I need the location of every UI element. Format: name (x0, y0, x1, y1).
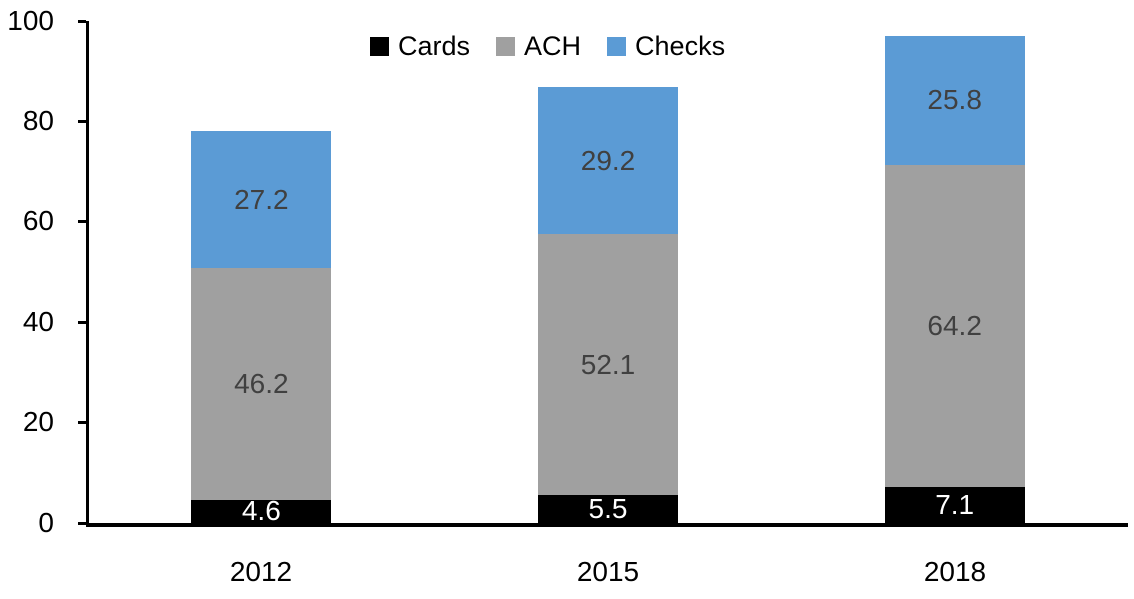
y-tick-label: 60 (22, 205, 54, 236)
y-tick (78, 220, 86, 223)
y-tick-label: 40 (22, 306, 54, 337)
chart-legend: Cards ACH Checks (370, 33, 725, 60)
legend-item-checks: Checks (607, 33, 725, 60)
y-tick (78, 120, 86, 123)
bar-segment-checks-2012 (191, 131, 332, 268)
legend-swatch-ach-icon (496, 37, 516, 56)
x-axis-line (86, 523, 1128, 527)
bar-segment-checks-2015 (538, 87, 678, 234)
legend-item-cards: Cards (370, 33, 470, 60)
bar-segment-ach-2015 (538, 233, 678, 496)
x-tick-label-2018: 2018 (923, 556, 987, 587)
legend-label-cards: Cards (398, 31, 471, 61)
bar-segment-ach-2018 (884, 165, 1025, 488)
x-tick-label-2012: 2012 (229, 556, 293, 587)
data-label-ach-2012: 46.2 (234, 367, 289, 399)
data-label-checks-2015: 29.2 (580, 144, 636, 176)
y-tick-label: 0 (38, 507, 54, 538)
data-label-ach-2015: 52.1 (580, 348, 636, 380)
bar-segment-cards-2018 (884, 487, 1025, 523)
y-tick-label: 80 (22, 105, 54, 136)
y-tick (78, 20, 86, 23)
legend-label-checks: Checks (635, 31, 726, 61)
bar-segment-cards-2012 (191, 499, 332, 523)
legend-swatch-checks-icon (607, 37, 627, 56)
data-label-cards-2015: 5.5 (588, 493, 628, 525)
y-tick (78, 522, 86, 525)
legend-label-ach: ACH (524, 31, 582, 61)
data-label-cards-2018: 7.1 (935, 489, 975, 521)
y-tick-label: 100 (7, 5, 54, 36)
x-tick-label-2015: 2015 (576, 556, 640, 587)
y-tick-label: 20 (22, 406, 54, 437)
data-label-checks-2018: 25.8 (927, 84, 982, 116)
y-tick (78, 321, 86, 324)
bar-segment-checks-2018 (884, 35, 1025, 166)
data-label-ach-2018: 64.2 (927, 310, 982, 342)
data-label-checks-2012: 27.2 (234, 183, 289, 215)
y-tick (78, 421, 86, 424)
data-label-cards-2012: 4.6 (241, 495, 281, 527)
bar-segment-ach-2012 (191, 267, 332, 500)
bar-segment-cards-2015 (538, 495, 678, 523)
legend-swatch-cards-icon (370, 37, 389, 56)
y-axis-line (86, 21, 89, 527)
legend-item-ach: ACH (496, 33, 581, 60)
